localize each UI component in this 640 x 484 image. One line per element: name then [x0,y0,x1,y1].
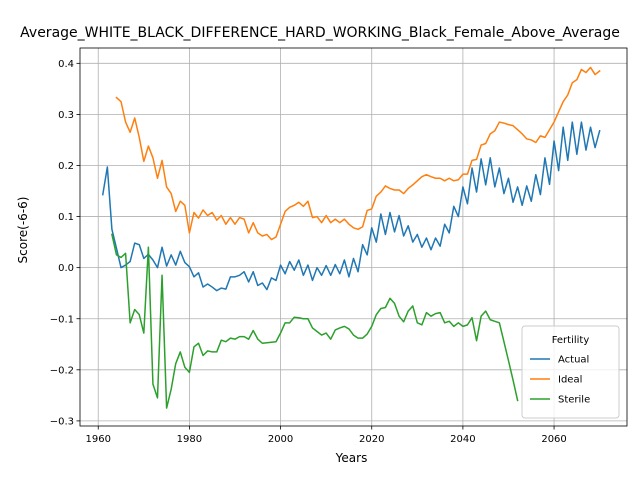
y-tick-label: 0.1 [58,212,74,223]
chart-title: Average_WHITE_BLACK_DIFFERENCE_HARD_WORK… [20,25,620,41]
legend-label-sterile: Sterile [558,395,590,406]
series-line-actual [101,121,601,292]
series-line-ideal [115,66,601,241]
legend-label-actual: Actual [558,355,589,366]
legend-label-ideal: Ideal [558,375,582,386]
legend: Fertility Actual Ideal Sterile [521,325,620,419]
plot-frame [79,47,628,427]
series-lines [101,66,601,409]
y-tick-label: 0.2 [58,161,74,172]
x-tick-label: 1980 [177,434,202,445]
x-tick-label: 2020 [359,434,384,445]
grid [80,48,627,426]
y-tick-label: −0.1 [50,314,74,325]
y-tick-label: 0.3 [58,110,74,121]
series-line-sterile [111,233,519,409]
legend-box [521,325,620,419]
x-axis-label: Years [335,451,368,465]
legend-title: Fertility [552,335,590,346]
x-tick-label: 1960 [86,434,111,445]
y-tick-label: −0.3 [50,416,74,427]
y-tick-label: 0.0 [58,263,74,274]
x-tick-label: 2060 [541,434,566,445]
x-tick-label: 2000 [268,434,293,445]
axes: 1960 1980 2000 2020 2040 2060 −0.3 −0.2 −0.1 0.0 0… [50,47,628,445]
y-axis-label: Score(-6-6) [16,197,30,264]
x-tick-label: 2040 [450,434,475,445]
y-tick-label: −0.2 [50,365,74,376]
y-tick-label: 0.4 [58,59,74,70]
